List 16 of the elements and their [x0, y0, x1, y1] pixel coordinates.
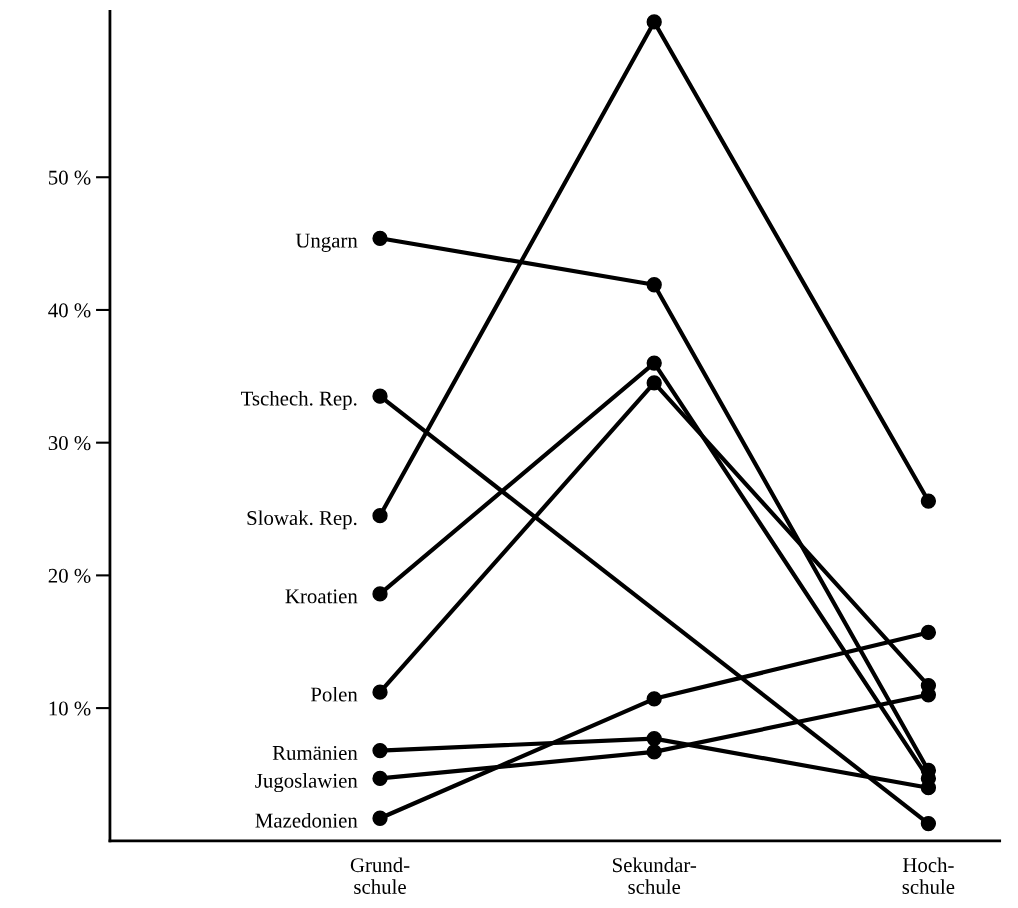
x-tick-label: Hoch- schule	[902, 857, 955, 894]
series-label: Slowak. Rep.	[247, 510, 357, 530]
y-tick-label: 40 %	[48, 303, 91, 318]
series-label: Jugoslawien	[255, 773, 358, 793]
series-label: Ungarn	[295, 233, 358, 252]
x-tick-label: Grund- schule	[350, 857, 410, 894]
y-tick-label: 10 %	[49, 701, 91, 716]
series-label: Tschech. Rep.	[241, 390, 357, 410]
y-tick-label: 20 %	[48, 568, 91, 583]
series-label: Kroatien	[285, 589, 358, 604]
series-label: Rumänien	[272, 745, 358, 760]
y-tick-label: 50 %	[49, 170, 91, 185]
series-label: Mazedonien	[255, 812, 358, 828]
y-tick-label: 30 %	[48, 436, 91, 451]
series-label: Polen	[310, 686, 358, 702]
x-tick-label: Sekundar- schule	[612, 857, 697, 894]
